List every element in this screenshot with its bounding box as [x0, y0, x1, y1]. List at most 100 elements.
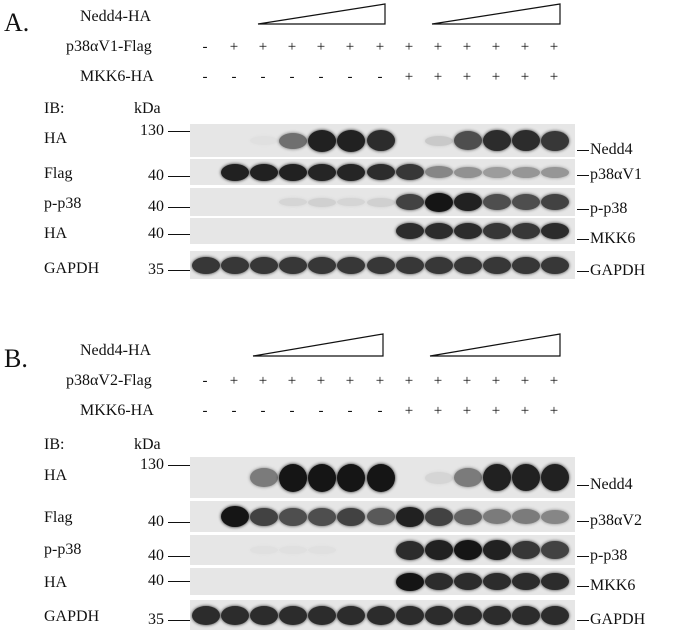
p38-treatment-sign: -: [202, 373, 208, 389]
target-protein-label: GAPDH: [590, 611, 646, 628]
mkk6-treatment-sign: -: [202, 69, 208, 85]
nedd4-gradient-wedge: [252, 333, 384, 357]
mkk6-ha-label: MKK6-HA: [80, 68, 154, 85]
blot-strip: [190, 501, 575, 532]
mkk6-ha-label: MKK6-HA: [80, 402, 154, 419]
protein-band: [367, 464, 395, 492]
target-tick: [577, 521, 589, 522]
p38-treatment-sign: +: [345, 39, 355, 55]
protein-band: [512, 167, 540, 178]
p38-treatment-sign: +: [258, 373, 268, 389]
protein-band: [454, 573, 482, 590]
protein-band: [541, 223, 569, 239]
protein-band: [483, 573, 511, 590]
protein-band: [483, 464, 511, 491]
mkk6-treatment-sign: -: [318, 69, 324, 85]
protein-band: [279, 257, 307, 274]
mkk6-treatment-sign: -: [377, 403, 383, 419]
protein-band: [512, 509, 540, 524]
target-protein-label: Nedd4: [590, 141, 633, 158]
protein-band: [279, 164, 307, 181]
mkk6-treatment-sign: +: [520, 69, 530, 85]
target-tick: [577, 239, 589, 240]
p38-treatment-sign: +: [287, 373, 297, 389]
p38-flag-label: p38αV1-Flag: [66, 38, 152, 55]
protein-band: [425, 193, 453, 212]
nedd4-ha-label: Nedd4-HA: [80, 8, 152, 25]
ib-antibody-label: GAPDH: [44, 608, 100, 625]
protein-band: [221, 606, 249, 625]
protein-band: [396, 164, 424, 180]
p38-treatment-sign: +: [316, 373, 326, 389]
p38-treatment-sign: +: [287, 39, 297, 55]
blot-strip: [190, 159, 575, 185]
ib-antibody-label: Flag: [44, 509, 73, 526]
mkk6-treatment-sign: +: [404, 403, 414, 419]
protein-band: [425, 166, 453, 178]
kda-label: kDa: [134, 100, 161, 117]
protein-band: [512, 541, 540, 559]
protein-band: [337, 257, 365, 274]
protein-band: [367, 606, 395, 625]
ib-antibody-label: HA: [44, 130, 68, 147]
protein-band: [454, 193, 482, 211]
protein-band: [396, 606, 424, 625]
kda-marker: 40: [148, 513, 164, 530]
ib-antibody-label: p-p38: [44, 541, 82, 558]
protein-band: [541, 464, 569, 491]
mkk6-treatment-sign: -: [260, 69, 266, 85]
mkk6-treatment-sign: +: [462, 69, 472, 85]
nedd4-gradient-wedge: [431, 3, 561, 25]
p38-treatment-sign: -: [202, 39, 208, 55]
marker-tick: [168, 620, 192, 621]
p38-treatment-sign: +: [491, 39, 501, 55]
marker-tick: [168, 131, 192, 132]
protein-band: [308, 164, 336, 181]
protein-band: [250, 508, 278, 526]
protein-band: [337, 508, 365, 526]
mkk6-treatment-sign: -: [347, 69, 353, 85]
p38-treatment-sign: +: [520, 39, 530, 55]
protein-band: [541, 131, 569, 151]
protein-band: [454, 468, 482, 487]
protein-band: [425, 540, 453, 560]
kda-marker: 40: [148, 225, 164, 242]
protein-band: [541, 167, 569, 178]
p38-treatment-sign: +: [345, 373, 355, 389]
p38-treatment-sign: +: [375, 39, 385, 55]
p38-treatment-sign: +: [549, 39, 559, 55]
p38-flag-label: p38αV2-Flag: [66, 372, 152, 389]
blot-strip: [190, 218, 575, 244]
protein-band: [279, 606, 307, 625]
protein-band: [512, 257, 540, 274]
mkk6-treatment-sign: -: [377, 69, 383, 85]
mkk6-treatment-sign: -: [318, 403, 324, 419]
p38-treatment-sign: +: [404, 373, 414, 389]
protein-band: [396, 541, 424, 560]
protein-band: [541, 257, 569, 274]
protein-band: [250, 257, 278, 274]
protein-band: [279, 133, 307, 149]
protein-band: [250, 136, 278, 145]
protein-band: [337, 164, 365, 181]
protein-band: [425, 508, 453, 526]
p38-treatment-sign: +: [229, 373, 239, 389]
protein-band: [483, 223, 511, 239]
mkk6-treatment-sign: +: [462, 403, 472, 419]
marker-tick: [168, 270, 192, 271]
protein-band: [512, 464, 540, 491]
mkk6-treatment-sign: -: [260, 403, 266, 419]
ib-label: IB:: [44, 100, 65, 117]
nedd4-gradient-wedge: [429, 333, 561, 357]
marker-tick: [168, 556, 192, 557]
protein-band: [337, 606, 365, 625]
protein-band: [396, 194, 424, 210]
protein-band: [425, 136, 453, 146]
marker-tick: [168, 207, 192, 208]
protein-band: [250, 546, 278, 554]
protein-band: [192, 606, 220, 625]
marker-tick: [168, 176, 192, 177]
blot-strip: [190, 600, 575, 630]
ib-antibody-label: HA: [44, 467, 68, 484]
p38-treatment-sign: +: [433, 373, 443, 389]
